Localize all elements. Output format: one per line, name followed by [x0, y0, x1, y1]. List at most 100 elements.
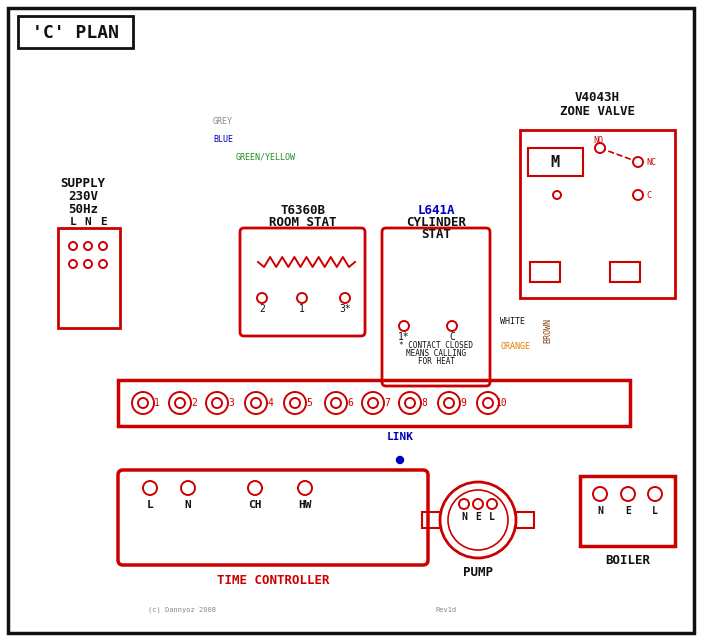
- Bar: [58, 228, 120, 328]
- Circle shape: [257, 293, 267, 303]
- Circle shape: [438, 392, 460, 414]
- Text: E: E: [100, 217, 107, 227]
- Circle shape: [297, 293, 307, 303]
- Text: N: N: [185, 500, 192, 510]
- Text: CYLINDER: CYLINDER: [406, 215, 466, 228]
- Circle shape: [483, 398, 493, 408]
- Circle shape: [325, 392, 347, 414]
- Text: L: L: [69, 217, 77, 227]
- Circle shape: [284, 392, 306, 414]
- Text: ZONE VALVE: ZONE VALVE: [559, 104, 635, 117]
- Circle shape: [459, 499, 469, 509]
- Circle shape: [175, 398, 185, 408]
- Text: N: N: [85, 217, 91, 227]
- Bar: [528, 148, 583, 176]
- Bar: [530, 262, 560, 282]
- Text: C: C: [646, 190, 651, 199]
- Text: 8: 8: [421, 398, 427, 408]
- Circle shape: [143, 481, 157, 495]
- Text: 50Hz: 50Hz: [68, 203, 98, 215]
- Circle shape: [331, 398, 341, 408]
- Text: NO: NO: [593, 135, 603, 144]
- Text: 9: 9: [460, 398, 466, 408]
- Text: E: E: [625, 506, 631, 516]
- Text: L: L: [489, 512, 495, 522]
- Circle shape: [447, 321, 457, 331]
- Circle shape: [405, 398, 415, 408]
- Text: BOILER: BOILER: [606, 553, 651, 567]
- Circle shape: [633, 190, 643, 200]
- Circle shape: [69, 242, 77, 250]
- Text: 3: 3: [228, 398, 234, 408]
- Text: Rev1d: Rev1d: [435, 607, 456, 613]
- Circle shape: [340, 293, 350, 303]
- Text: * CONTACT CLOSED: * CONTACT CLOSED: [399, 340, 473, 349]
- Text: L: L: [147, 500, 153, 510]
- Text: 1: 1: [154, 398, 160, 408]
- Circle shape: [648, 487, 662, 501]
- Circle shape: [138, 398, 148, 408]
- Text: 4: 4: [267, 398, 273, 408]
- Circle shape: [633, 157, 643, 167]
- Text: 1*: 1*: [398, 332, 410, 342]
- Circle shape: [206, 392, 228, 414]
- Bar: [118, 380, 630, 426]
- Bar: [18, 16, 133, 48]
- Circle shape: [248, 481, 262, 495]
- Circle shape: [245, 392, 267, 414]
- Bar: [422, 512, 440, 528]
- Circle shape: [397, 456, 404, 463]
- Circle shape: [212, 398, 222, 408]
- Circle shape: [368, 398, 378, 408]
- Circle shape: [477, 392, 499, 414]
- Bar: [516, 512, 534, 528]
- Text: BROWN: BROWN: [543, 317, 552, 342]
- Circle shape: [399, 321, 409, 331]
- Text: MEANS CALLING: MEANS CALLING: [406, 349, 466, 358]
- Circle shape: [621, 487, 635, 501]
- Bar: [580, 476, 675, 546]
- Bar: [610, 262, 640, 282]
- Text: T6360B: T6360B: [281, 203, 326, 217]
- Circle shape: [169, 392, 191, 414]
- Text: M: M: [550, 154, 559, 169]
- Text: 230V: 230V: [68, 190, 98, 203]
- Circle shape: [362, 392, 384, 414]
- Text: ORANGE: ORANGE: [500, 342, 530, 351]
- Text: 2: 2: [259, 304, 265, 314]
- Text: 6: 6: [347, 398, 353, 408]
- Circle shape: [132, 392, 154, 414]
- Text: 5: 5: [306, 398, 312, 408]
- Text: V4043H: V4043H: [574, 90, 619, 103]
- Text: STAT: STAT: [421, 228, 451, 240]
- Circle shape: [290, 398, 300, 408]
- Text: FOR HEAT: FOR HEAT: [418, 356, 454, 365]
- Circle shape: [69, 260, 77, 268]
- Text: LINK: LINK: [387, 432, 413, 442]
- Text: L641A: L641A: [417, 203, 455, 217]
- Circle shape: [99, 242, 107, 250]
- Bar: [520, 130, 675, 298]
- Text: 7: 7: [384, 398, 390, 408]
- Text: 1: 1: [299, 304, 305, 314]
- Text: 2: 2: [191, 398, 197, 408]
- Circle shape: [444, 398, 454, 408]
- Circle shape: [298, 481, 312, 495]
- Text: NC: NC: [646, 158, 656, 167]
- Text: C: C: [449, 332, 455, 342]
- Text: L: L: [652, 506, 658, 516]
- Circle shape: [84, 260, 92, 268]
- Text: GREEN/YELLOW: GREEN/YELLOW: [236, 152, 296, 161]
- Text: SUPPLY: SUPPLY: [60, 176, 105, 190]
- Text: 3*: 3*: [339, 304, 351, 314]
- Text: TIME CONTROLLER: TIME CONTROLLER: [217, 574, 329, 587]
- Circle shape: [181, 481, 195, 495]
- Circle shape: [593, 487, 607, 501]
- Circle shape: [251, 398, 261, 408]
- Text: WHITE: WHITE: [500, 317, 525, 326]
- Text: HW: HW: [298, 500, 312, 510]
- Text: (c) Dannyoz 2008: (c) Dannyoz 2008: [148, 607, 216, 613]
- Circle shape: [553, 191, 561, 199]
- Text: ROOM STAT: ROOM STAT: [270, 215, 337, 228]
- Text: E: E: [475, 512, 481, 522]
